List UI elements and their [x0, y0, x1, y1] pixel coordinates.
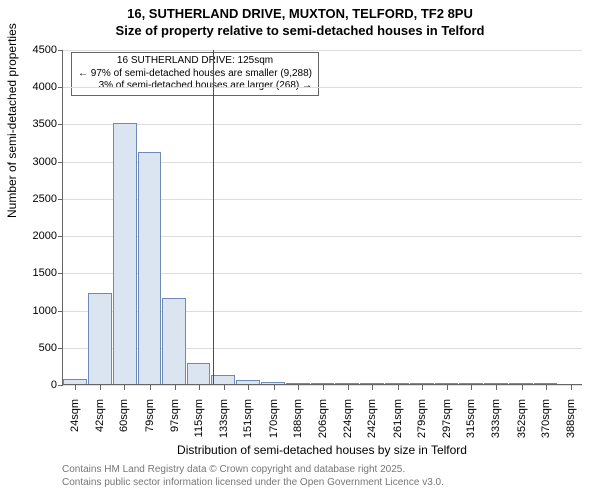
y-gridline	[63, 50, 582, 51]
x-tick-mark	[471, 385, 472, 390]
x-tick-label: 24sqm	[69, 393, 81, 432]
x-tick-label: 388sqm	[565, 393, 577, 438]
x-tick-mark	[546, 385, 547, 390]
x-tick-mark	[274, 385, 275, 390]
x-axis-label: Distribution of semi-detached houses by …	[62, 443, 582, 457]
x-tick-label: 315sqm	[465, 393, 477, 438]
x-tick-mark	[298, 385, 299, 390]
y-tick-label: 4000	[33, 81, 63, 93]
x-tick-label: 370sqm	[540, 393, 552, 438]
x-tick-mark	[522, 385, 523, 390]
x-tick-label: 352sqm	[516, 393, 528, 438]
histogram-bar	[534, 383, 558, 384]
histogram-bar	[113, 123, 137, 384]
x-tick-mark	[224, 385, 225, 390]
x-tick-label: 133sqm	[218, 393, 230, 438]
histogram-bar	[63, 379, 87, 384]
footer-line-1: Contains HM Land Registry data © Crown c…	[62, 463, 444, 476]
y-tick-label: 500	[39, 342, 63, 354]
x-tick-label: 297sqm	[441, 393, 453, 438]
title-line-1: 16, SUTHERLAND DRIVE, MUXTON, TELFORD, T…	[0, 6, 600, 23]
histogram-bar	[286, 383, 310, 384]
x-tick-label: 188sqm	[292, 393, 304, 438]
histogram-bar	[138, 152, 162, 384]
annotation-line-1: 16 SUTHERLAND DRIVE: 125sqm	[78, 55, 312, 68]
histogram-bar	[261, 382, 285, 384]
annotation-box: 16 SUTHERLAND DRIVE: 125sqm ← 97% of sem…	[71, 52, 319, 96]
plot-area: 16 SUTHERLAND DRIVE: 125sqm ← 97% of sem…	[62, 50, 582, 385]
y-gridline	[63, 87, 582, 88]
y-tick-label: 2000	[33, 230, 63, 242]
x-tick-label: 79sqm	[144, 393, 156, 432]
x-tick-label: 242sqm	[366, 393, 378, 438]
x-tick-mark	[199, 385, 200, 390]
x-tick-label: 60sqm	[118, 393, 130, 432]
x-tick-label: 97sqm	[169, 393, 181, 432]
chart-title: 16, SUTHERLAND DRIVE, MUXTON, TELFORD, T…	[0, 0, 600, 40]
annotation-line-2: ← 97% of semi-detached houses are smalle…	[78, 68, 312, 81]
x-tick-mark	[398, 385, 399, 390]
footer-line-2: Contains public sector information licen…	[62, 476, 444, 489]
histogram-bar	[459, 383, 483, 384]
y-tick-label: 4500	[33, 44, 63, 56]
histogram-bar	[88, 293, 112, 384]
y-gridline	[63, 124, 582, 125]
x-tick-mark	[248, 385, 249, 390]
x-tick-mark	[447, 385, 448, 390]
x-tick-mark	[175, 385, 176, 390]
x-tick-label: 261sqm	[392, 393, 404, 438]
footer-attribution: Contains HM Land Registry data © Crown c…	[62, 463, 444, 489]
x-tick-label: 206sqm	[317, 393, 329, 438]
x-tick-label: 279sqm	[416, 393, 428, 438]
x-tick-mark	[100, 385, 101, 390]
histogram-bar	[311, 383, 335, 384]
histogram-bar	[435, 383, 459, 384]
x-tick-label: 333sqm	[490, 393, 502, 438]
y-tick-label: 1000	[33, 305, 63, 317]
histogram-bar	[335, 383, 359, 384]
title-line-2: Size of property relative to semi-detach…	[0, 23, 600, 40]
x-tick-label: 224sqm	[342, 393, 354, 438]
histogram-bar	[211, 375, 235, 384]
chart-container: 16, SUTHERLAND DRIVE, MUXTON, TELFORD, T…	[0, 0, 600, 500]
x-tick-mark	[422, 385, 423, 390]
x-tick-mark	[571, 385, 572, 390]
x-tick-mark	[496, 385, 497, 390]
histogram-bar	[385, 383, 409, 384]
x-tick-mark	[372, 385, 373, 390]
x-tick-mark	[75, 385, 76, 390]
x-tick-label: 151sqm	[242, 393, 254, 438]
x-tick-label: 115sqm	[193, 393, 205, 437]
x-tick-label: 42sqm	[94, 393, 106, 432]
histogram-bar	[162, 298, 186, 384]
histogram-bar	[509, 383, 533, 384]
property-marker-line	[213, 50, 214, 384]
y-tick-label: 0	[51, 379, 63, 391]
y-tick-label: 3000	[33, 156, 63, 168]
x-tick-mark	[124, 385, 125, 390]
y-axis-label: Number of semi-detached properties	[5, 23, 19, 218]
y-tick-label: 1500	[33, 267, 63, 279]
histogram-bar	[484, 383, 508, 384]
x-tick-mark	[150, 385, 151, 390]
histogram-bar	[410, 383, 434, 384]
y-tick-label: 2500	[33, 193, 63, 205]
x-tick-mark	[348, 385, 349, 390]
x-tick-label: 170sqm	[268, 393, 280, 438]
x-tick-mark	[323, 385, 324, 390]
histogram-bar	[187, 363, 211, 384]
histogram-bar	[236, 380, 260, 384]
y-tick-label: 3500	[33, 118, 63, 130]
histogram-bar	[360, 383, 384, 384]
